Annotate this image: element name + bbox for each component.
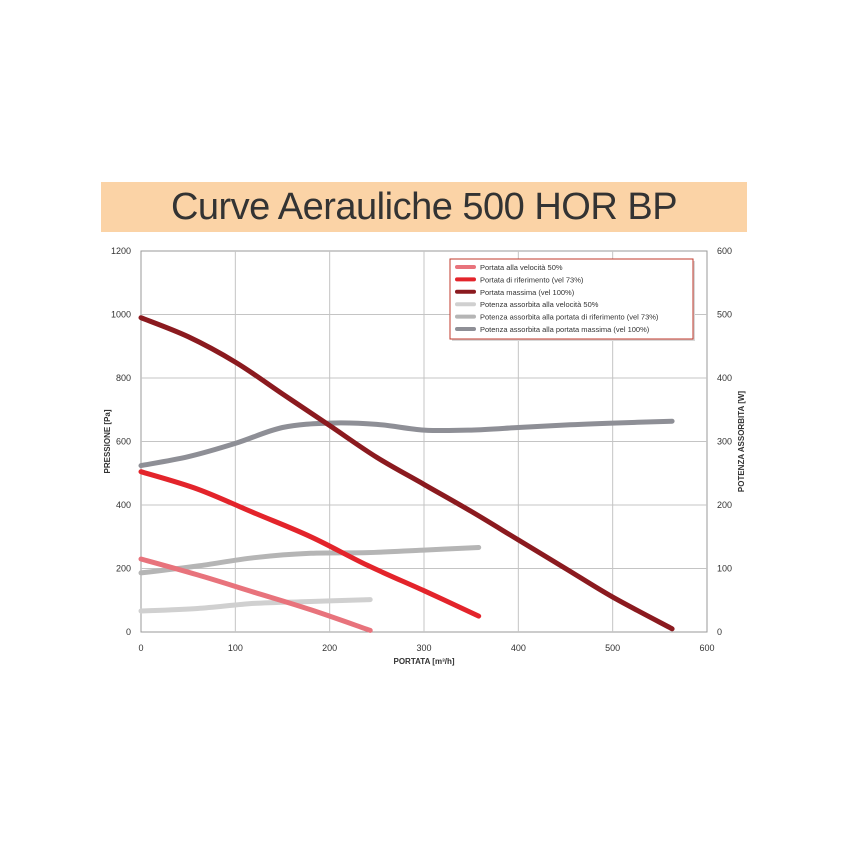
legend-label: Portata massima (vel 100%) <box>480 288 575 297</box>
legend: Portata alla velocità 50% Portata di rife… <box>449 258 695 341</box>
y-tick-label: 600 <box>116 437 131 447</box>
y2-tick-label: 600 <box>717 246 732 256</box>
legend-label: Potenza assorbita alla portata di riferi… <box>480 313 659 322</box>
legend-label: Portata di riferimento (vel 73%) <box>480 275 584 284</box>
y2-tick-label: 400 <box>717 373 732 383</box>
y-tick-label: 200 <box>116 564 131 574</box>
y-tick-label: 1200 <box>111 246 131 256</box>
x-tick-label: 0 <box>138 643 143 653</box>
series-line-5 <box>138 418 675 469</box>
y-tick-label: 1000 <box>111 310 131 320</box>
series-line-0 <box>138 556 373 633</box>
x-tick-label: 300 <box>416 643 431 653</box>
legend-label: Potenza assorbita alla velocità 50% <box>480 300 599 309</box>
x-axis-title: PORTATA [m³/h] <box>393 657 454 666</box>
chart-title: Curve Aerauliche 500 HOR BP <box>170 185 678 228</box>
chart-title-band: Curve Aerauliche 500 HOR BP <box>101 182 747 232</box>
y2-tick-label: 0 <box>717 627 722 637</box>
series-line-4 <box>138 545 482 576</box>
y2-axis-title: POTENZA ASSORBITA [W] <box>737 391 746 493</box>
x-tick-label: 400 <box>511 643 526 653</box>
legend-label: Portata alla velocità 50% <box>480 263 563 272</box>
y-tick-label: 0 <box>126 627 131 637</box>
y2-tick-label: 200 <box>717 500 732 510</box>
series-line-2 <box>138 315 675 632</box>
series-line-1 <box>138 469 482 619</box>
x-tick-label: 200 <box>322 643 337 653</box>
x-tick-label: 500 <box>605 643 620 653</box>
y2-tick-label: 500 <box>717 310 732 320</box>
legend-label: Potenza assorbita alla portata massima (… <box>480 325 650 334</box>
series-line-3 <box>138 597 373 614</box>
y-axis-title: PRESSIONE [Pa] <box>103 409 112 473</box>
axes: 0 100 200 300 400 500 600020040060080010001200… <box>103 246 746 666</box>
legend-box <box>449 258 694 340</box>
series <box>138 315 675 633</box>
y-tick-label: 400 <box>116 500 131 510</box>
y2-tick-label: 100 <box>717 564 732 574</box>
y-tick-label: 800 <box>116 373 131 383</box>
x-tick-label: 100 <box>228 643 243 653</box>
y2-tick-label: 300 <box>717 437 732 447</box>
x-tick-label: 600 <box>699 643 714 653</box>
